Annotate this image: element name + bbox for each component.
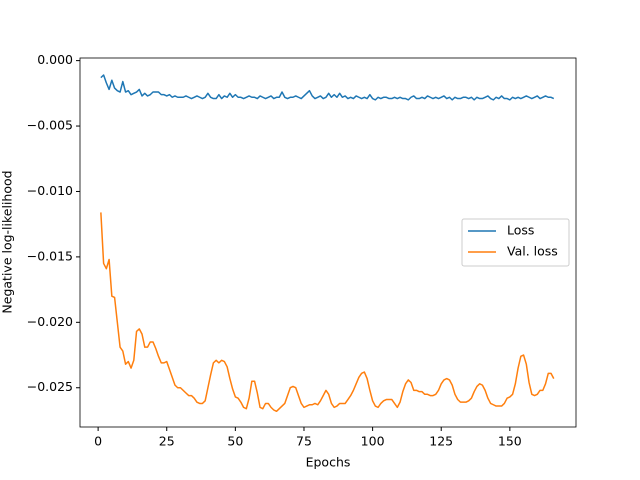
y-tick-label: −0.020 xyxy=(27,314,73,329)
x-tick-label: 100 xyxy=(361,434,385,449)
y-tick-label: −0.025 xyxy=(27,379,73,394)
legend-label: Loss xyxy=(507,223,534,238)
x-tick-label: 125 xyxy=(429,434,453,449)
y-tick-label: −0.010 xyxy=(27,183,73,198)
x-tick-label: 50 xyxy=(227,434,243,449)
y-tick-label: −0.005 xyxy=(27,118,73,133)
x-tick-label: 0 xyxy=(94,434,102,449)
x-tick-label: 150 xyxy=(498,434,522,449)
y-axis-label: Negative log-likelihood xyxy=(0,170,15,313)
legend-label: Val. loss xyxy=(507,244,558,259)
y-tick-label: 0.000 xyxy=(37,52,73,67)
plot-frame xyxy=(79,57,577,428)
x-tick-label: 25 xyxy=(159,434,175,449)
line xyxy=(100,74,555,101)
y-tick-label: −0.015 xyxy=(27,248,73,263)
x-axis-label: Epochs xyxy=(306,455,351,470)
x-tick-label: 75 xyxy=(296,434,312,449)
line xyxy=(100,212,555,413)
